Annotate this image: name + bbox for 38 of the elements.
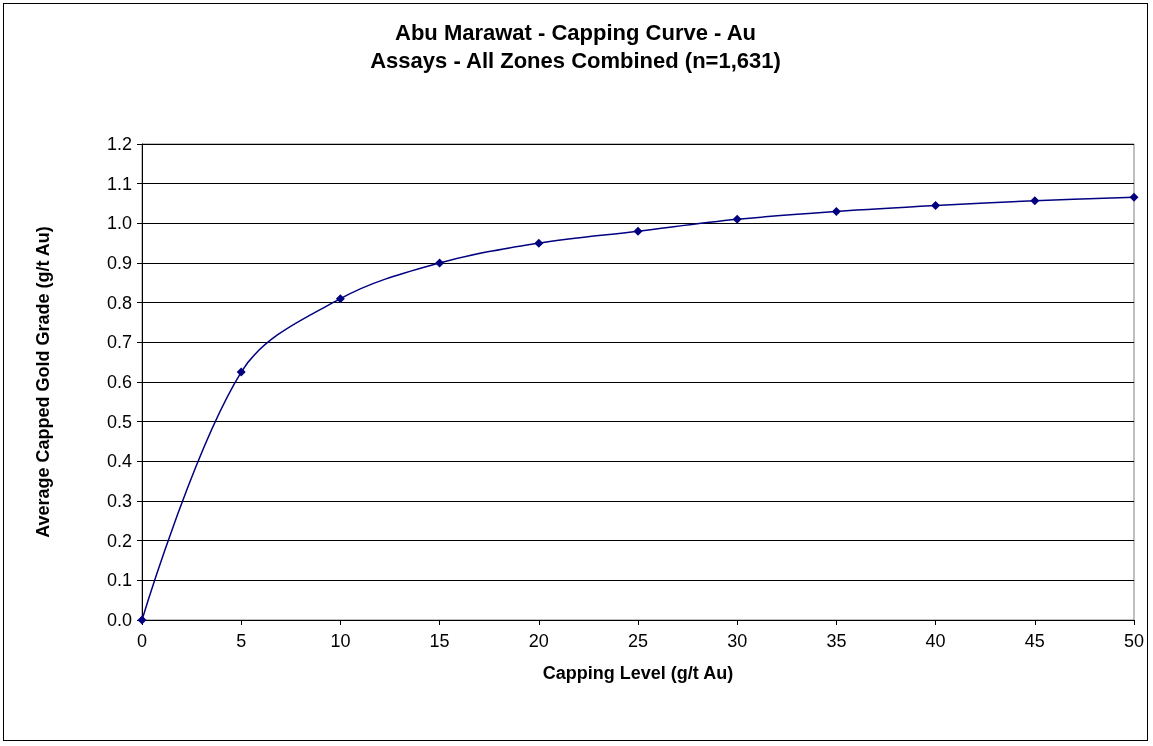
point — [335, 294, 345, 304]
y-tick-label: 0.6 — [106, 372, 132, 392]
x-axis-title: Capping Level (g/t Au) — [542, 663, 734, 683]
point — [831, 206, 841, 216]
y-tick-label: 1.0 — [106, 213, 132, 234]
x-tick-label: 30 — [727, 631, 748, 651]
y-tick-label: 0.5 — [106, 411, 132, 432]
x-tick-label: 40 — [925, 631, 946, 651]
chart-title: Abu Marawat - Capping Curve - Au — [395, 19, 756, 45]
x-tick-label: 20 — [528, 631, 549, 651]
y-tick-label: 0.9 — [106, 253, 132, 273]
point — [1129, 192, 1139, 202]
point — [732, 214, 742, 224]
x-tick-label: 50 — [1123, 631, 1144, 651]
y-tick-label: 1.2 — [106, 134, 132, 154]
x-tick-label: 15 — [429, 631, 450, 651]
point — [236, 367, 246, 377]
y-axis-title: Average Capped Gold Grade (g/t Au) — [33, 226, 53, 538]
x-tick-label: 25 — [627, 631, 649, 651]
y-tick-label: 1.1 — [106, 173, 132, 194]
y-tick-label: 0.7 — [106, 332, 132, 353]
y-tick-label: 0.2 — [106, 530, 132, 551]
point — [1030, 196, 1040, 206]
point — [633, 226, 643, 236]
chart-subtitle: Assays - All Zones Combined (n=1,631) — [370, 47, 781, 73]
x-tick-label: 45 — [1024, 631, 1045, 651]
x-tick-label: 5 — [236, 631, 247, 651]
point — [534, 238, 544, 248]
x-tick-label: 0 — [136, 631, 148, 651]
y-tick-label: 0.3 — [106, 491, 132, 511]
y-tick-label: 0.1 — [106, 570, 132, 591]
point — [435, 258, 445, 268]
y-tick-label: 0.8 — [106, 292, 132, 313]
x-tick-label: 35 — [826, 631, 847, 651]
y-tick-label: 0.4 — [106, 451, 132, 472]
point — [931, 200, 941, 210]
y-tick-label: 0.0 — [106, 610, 132, 630]
x-tick-label: 10 — [330, 631, 351, 651]
